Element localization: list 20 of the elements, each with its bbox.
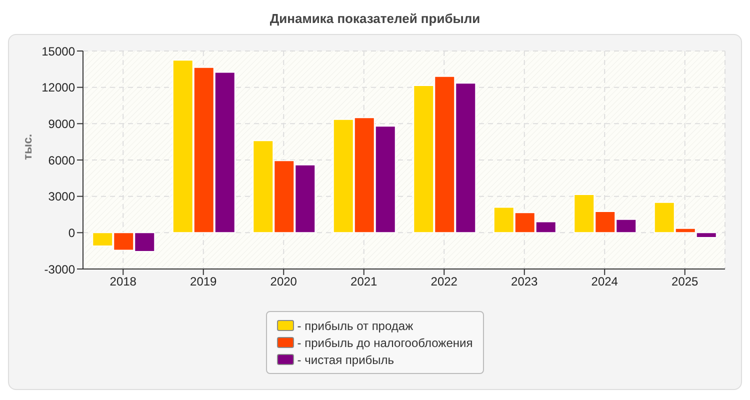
- y-tick-label: 6000: [48, 153, 76, 168]
- x-tick-label: 2019: [190, 274, 218, 289]
- y-tick-label: 9000: [48, 116, 76, 131]
- y-tick-label: 0: [68, 226, 76, 240]
- x-tick-label: 2022: [430, 274, 458, 289]
- x-tick-label: 2021: [350, 274, 378, 289]
- y-tick-label: -3000: [44, 262, 76, 276]
- chart-title: Динамика показателей прибыли: [268, 10, 482, 28]
- x-tick-label: 2023: [511, 274, 538, 289]
- x-tick-label: 2025: [672, 274, 699, 289]
- legend-label: - прибыль от продаж: [297, 318, 414, 332]
- x-tick-label: 2024: [591, 274, 618, 289]
- legend-label: - чистая прибыль: [297, 352, 394, 366]
- y-tick-label: 12000: [42, 80, 76, 95]
- y-tick-label: 3000: [48, 190, 76, 204]
- y-tick-label: 15000: [42, 44, 76, 58]
- x-tick-label: 2020: [270, 274, 298, 289]
- legend-label: - прибыль до налогообложения: [297, 336, 473, 350]
- y-axis-title: тыс.: [20, 134, 34, 160]
- x-tick-label: 2018: [110, 274, 137, 289]
